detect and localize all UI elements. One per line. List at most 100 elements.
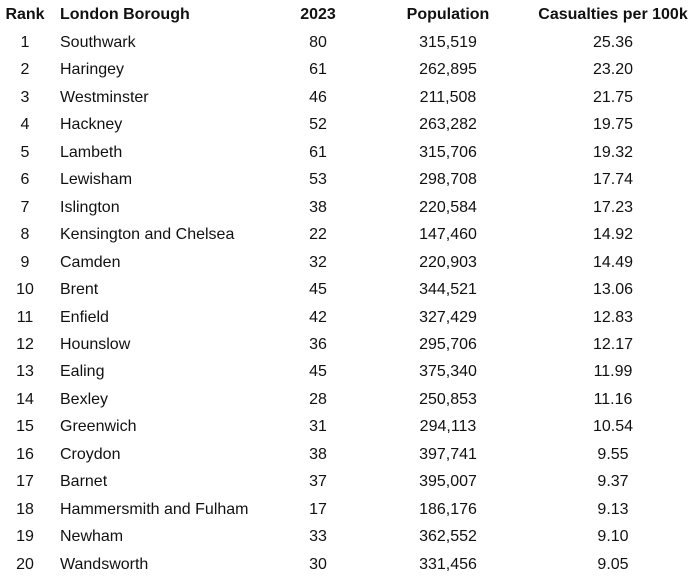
header-cell: Casualties per 100k <box>538 6 688 23</box>
rank-cell: 11 <box>16 308 34 326</box>
count-2023-cell: 80 <box>309 34 327 51</box>
borough-cell: Hammersmith and Fulham <box>60 500 249 518</box>
casualties-per-100k-cell: 19.75 <box>592 116 634 134</box>
rank-cell: 10 <box>16 281 34 299</box>
borough-cell: Barnet <box>60 473 108 491</box>
borough-cell: Ealing <box>60 363 105 381</box>
count-2023-cell: 38 <box>309 198 327 216</box>
population-cell: 315,706 <box>419 143 477 161</box>
casualties-per-100k-cell: 9.10 <box>597 528 629 546</box>
rank-cell: 9 <box>20 253 30 271</box>
casualties-per-100k-cell: 14.49 <box>592 253 634 271</box>
casualties-per-100k-cell: 19.32 <box>592 143 634 161</box>
casualties-per-100k-cell: 17.23 <box>592 198 634 216</box>
header-cell: Population <box>406 6 490 23</box>
population-cell: 220,903 <box>419 253 477 271</box>
borough-cell: Hounslow <box>60 335 131 353</box>
casualties-per-100k-cell: 9.55 <box>597 445 629 463</box>
rank-cell: 7 <box>20 198 30 216</box>
borough-cell: Westminster <box>60 88 149 106</box>
rank-cell: 5 <box>20 143 30 161</box>
rank-cell: 2 <box>20 61 30 79</box>
population-cell: 327,429 <box>419 308 477 326</box>
population-cell: 344,521 <box>419 281 477 299</box>
rank-cell: 16 <box>16 445 34 463</box>
rank-cell: 20 <box>16 555 34 573</box>
borough-cell: Hackney <box>60 116 123 134</box>
count-2023-cell: 45 <box>309 281 327 299</box>
count-2023-cell: 32 <box>309 253 327 271</box>
casualties-per-100k-cell: 9.13 <box>597 500 629 518</box>
rank-cell: 14 <box>16 390 34 408</box>
count-2023-cell: 38 <box>309 445 327 463</box>
population-cell: 397,741 <box>419 445 477 463</box>
borough-cell: Brent <box>60 281 99 299</box>
count-2023-cell: 61 <box>309 143 327 161</box>
population-cell: 331,456 <box>419 555 477 573</box>
count-2023-cell: 31 <box>309 418 327 436</box>
casualties-per-100k-cell: 12.83 <box>592 308 634 326</box>
rank-cell: 13 <box>16 363 34 381</box>
borough-cell: Newham <box>60 528 124 546</box>
population-cell: 211,508 <box>419 88 477 106</box>
count-2023-cell: 53 <box>309 171 327 189</box>
population-cell: 295,706 <box>419 335 477 353</box>
population-cell: 220,584 <box>419 198 477 216</box>
rank-cell: 3 <box>20 88 30 106</box>
count-2023-cell: 33 <box>309 528 327 546</box>
borough-cell: Islington <box>60 198 120 216</box>
count-2023-cell: 17 <box>309 500 327 518</box>
rank-cell: 18 <box>16 500 34 518</box>
count-2023-cell: 52 <box>309 116 327 134</box>
casualties-per-100k-cell: 11.99 <box>593 363 633 381</box>
casualties-per-100k-cell: 11.16 <box>593 390 633 408</box>
borough-cell: Wandsworth <box>60 555 149 573</box>
population-cell: 250,853 <box>419 390 477 408</box>
casualties-per-100k-cell: 17.74 <box>592 171 634 189</box>
rank-cell: 4 <box>20 116 30 134</box>
borough-cell: Croydon <box>60 445 121 463</box>
count-2023-cell: 46 <box>309 88 327 106</box>
population-cell: 375,340 <box>419 363 477 381</box>
borough-cell: Southwark <box>60 34 136 51</box>
casualties-per-100k-cell: 10.54 <box>592 418 634 436</box>
population-cell: 395,007 <box>419 473 477 491</box>
rank-cell: 15 <box>16 418 34 436</box>
borough-cell: Haringey <box>60 61 125 79</box>
borough-cell: Enfield <box>60 308 109 326</box>
casualties-per-100k-cell: 23.20 <box>592 61 634 79</box>
casualties-per-100k-cell: 13.06 <box>592 281 634 299</box>
population-cell: 315,519 <box>419 34 477 51</box>
population-cell: 362,552 <box>419 528 477 546</box>
population-cell: 147,460 <box>419 226 477 244</box>
header-cell: London Borough <box>60 6 190 23</box>
count-2023-cell: 36 <box>309 335 327 353</box>
rank-cell: 12 <box>16 335 34 353</box>
count-2023-cell: 37 <box>309 473 327 491</box>
rank-cell: 19 <box>16 528 34 546</box>
borough-cell: Lambeth <box>60 143 123 161</box>
population-cell: 298,708 <box>419 171 477 189</box>
count-2023-cell: 45 <box>309 363 327 381</box>
count-2023-cell: 61 <box>309 61 327 79</box>
population-cell: 186,176 <box>419 500 477 518</box>
rank-cell: 6 <box>20 171 30 189</box>
borough-cell: Bexley <box>60 390 109 408</box>
header-cell: Rank <box>5 6 45 23</box>
borough-cell: Kensington and Chelsea <box>60 226 235 244</box>
header-cell: 2023 <box>300 6 336 23</box>
casualties-per-100k-cell: 21.75 <box>592 88 634 106</box>
count-2023-cell: 28 <box>309 390 327 408</box>
casualties-per-100k-cell: 9.05 <box>597 555 629 573</box>
count-2023-cell: 22 <box>309 226 327 244</box>
borough-cell: Lewisham <box>60 171 133 189</box>
population-cell: 263,282 <box>419 116 477 134</box>
casualties-per-100k-cell: 25.36 <box>592 34 634 51</box>
casualties-per-100k-cell: 12.17 <box>592 335 634 353</box>
casualties-per-100k-cell: 14.92 <box>592 226 634 244</box>
casualties-per-100k-cell: 9.37 <box>597 473 629 491</box>
borough-cell: Greenwich <box>60 418 137 436</box>
count-2023-cell: 42 <box>309 308 327 326</box>
borough-cell: Camden <box>60 253 121 271</box>
